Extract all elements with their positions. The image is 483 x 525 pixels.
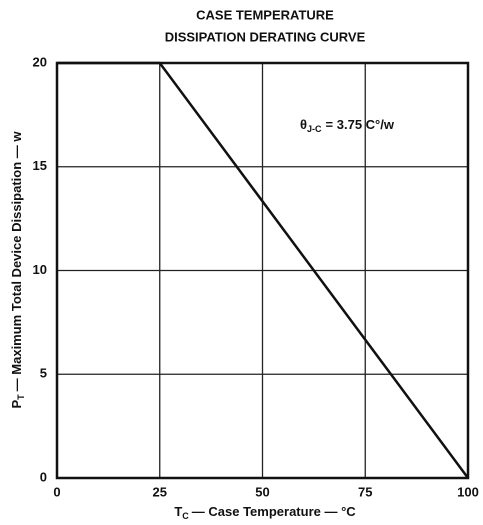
y-tick-label: 5 <box>40 366 47 381</box>
y-tick-label: 10 <box>33 262 47 277</box>
x-tick-label: 100 <box>457 484 479 499</box>
x-tick-label: 25 <box>153 484 167 499</box>
chart-title: CASE TEMPERATURE <box>196 7 334 22</box>
x-tick-label: 0 <box>53 484 60 499</box>
annotation: θJ-C = 3.75 C°/w <box>300 117 395 134</box>
x-axis-label: TC — Case Temperature — °C <box>174 504 356 521</box>
data-line <box>57 61 470 479</box>
plot-frame <box>55 61 470 480</box>
y-tick-label: 15 <box>33 158 47 173</box>
x-tick-label: 75 <box>358 484 372 499</box>
x-tick-label: 50 <box>255 484 269 499</box>
y-axis-label: PT— Maximum Total Device Dissipation — w <box>9 131 26 409</box>
y-tick-label: 0 <box>40 469 47 484</box>
y-tick-label: 20 <box>33 54 47 69</box>
chart-title: DISSIPATION DERATING CURVE <box>165 29 366 44</box>
